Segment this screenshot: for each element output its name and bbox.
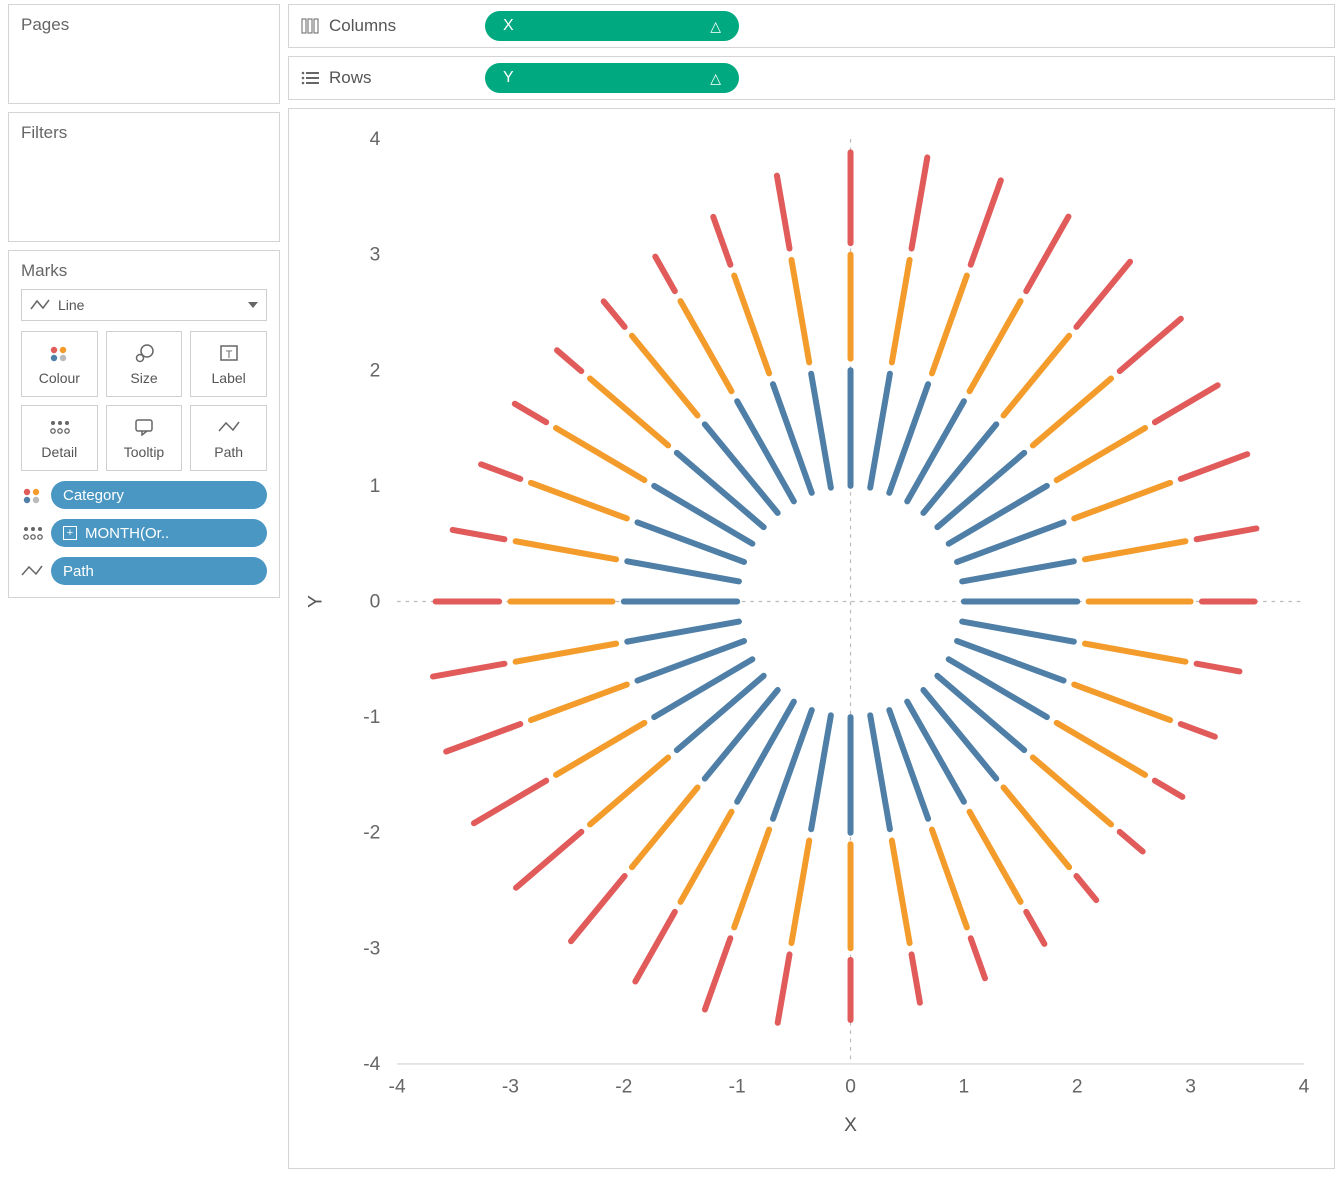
rows-pill-label: Y xyxy=(503,69,514,87)
svg-text:-4: -4 xyxy=(389,1077,406,1098)
visualization-area[interactable]: -4 -3 -2 -1 0 1 2 3 4 -4 -3 -2 -1 0 1 2 3 4 X Y xyxy=(288,108,1335,1169)
rows-pill[interactable]: Y △ xyxy=(485,63,739,93)
svg-text:-2: -2 xyxy=(363,823,380,844)
svg-text:3: 3 xyxy=(370,245,381,266)
columns-label: Columns xyxy=(329,16,396,36)
detail-icon xyxy=(21,525,43,541)
chevron-down-icon xyxy=(248,302,258,308)
marks-pill-label: MONTH(Or.. xyxy=(85,525,169,542)
mark-path-button[interactable]: Path xyxy=(190,405,267,471)
plus-icon: + xyxy=(63,526,77,540)
svg-text:-1: -1 xyxy=(729,1077,746,1098)
marks-pill[interactable]: + MONTH(Or.. xyxy=(51,519,267,547)
svg-text:-4: -4 xyxy=(363,1054,380,1075)
filters-shelf[interactable]: Filters xyxy=(8,112,280,242)
svg-text:-2: -2 xyxy=(615,1077,632,1098)
svg-text:-3: -3 xyxy=(502,1077,519,1098)
marks-pill[interactable]: Path xyxy=(51,557,267,585)
rows-icon xyxy=(301,71,319,85)
svg-text:-3: -3 xyxy=(363,938,380,959)
svg-text:X: X xyxy=(844,1115,857,1136)
delta-icon: △ xyxy=(710,18,721,35)
rows-shelf[interactable]: Rows Y △ xyxy=(288,56,1335,100)
pages-title: Pages xyxy=(21,15,267,35)
svg-text:T: T xyxy=(225,349,232,361)
detail-icon xyxy=(48,416,70,438)
columns-shelf[interactable]: Columns X △ xyxy=(288,4,1335,48)
marks-card: Marks Line Colour Size T Label Detail Tooltip… xyxy=(8,250,280,598)
svg-text:4: 4 xyxy=(370,129,381,150)
filters-title: Filters xyxy=(21,123,267,143)
mark-button-label: Detail xyxy=(41,444,77,460)
mark-type-select[interactable]: Line xyxy=(21,289,267,321)
mark-button-label: Path xyxy=(214,444,243,460)
svg-text:0: 0 xyxy=(370,591,381,612)
rows-label: Rows xyxy=(329,68,372,88)
svg-text:4: 4 xyxy=(1299,1077,1310,1098)
marks-pill-row: Path xyxy=(21,557,267,585)
path-icon xyxy=(21,564,43,578)
svg-text:1: 1 xyxy=(959,1077,970,1098)
svg-text:0: 0 xyxy=(845,1077,856,1098)
mark-detail-button[interactable]: Detail xyxy=(21,405,98,471)
label-icon: T xyxy=(219,342,239,364)
chart-svg: -4 -3 -2 -1 0 1 2 3 4 -4 -3 -2 -1 0 1 2 3 4 X Y xyxy=(295,115,1328,1148)
line-icon xyxy=(30,298,50,312)
mark-button-label: Colour xyxy=(39,370,80,386)
pages-shelf[interactable]: Pages xyxy=(8,4,280,104)
svg-text:2: 2 xyxy=(1072,1077,1083,1098)
mark-button-label: Size xyxy=(130,370,157,386)
colour-icon xyxy=(21,486,43,504)
marks-pill-label: Path xyxy=(63,563,94,580)
marks-pill-row: + MONTH(Or.. xyxy=(21,519,267,547)
mark-button-label: Tooltip xyxy=(124,444,164,460)
marks-pill-row: Category xyxy=(21,481,267,509)
marks-pill-label: Category xyxy=(63,487,124,504)
marks-pill[interactable]: Category xyxy=(51,481,267,509)
mark-button-label: Label xyxy=(212,370,246,386)
mark-label-button[interactable]: T Label xyxy=(190,331,267,397)
mark-tooltip-button[interactable]: Tooltip xyxy=(106,405,183,471)
colour-icon xyxy=(48,342,70,364)
svg-text:2: 2 xyxy=(370,360,381,381)
columns-icon xyxy=(301,18,319,34)
svg-text:3: 3 xyxy=(1185,1077,1196,1098)
delta-icon: △ xyxy=(710,70,721,87)
columns-pill-label: X xyxy=(503,17,514,35)
size-icon xyxy=(133,342,155,364)
mark-size-button[interactable]: Size xyxy=(106,331,183,397)
columns-pill[interactable]: X △ xyxy=(485,11,739,41)
marks-title: Marks xyxy=(21,261,267,281)
svg-text:Y: Y xyxy=(305,595,326,608)
svg-text:1: 1 xyxy=(370,476,381,497)
path-icon xyxy=(218,416,240,438)
mark-colour-button[interactable]: Colour xyxy=(21,331,98,397)
tooltip-icon xyxy=(134,416,154,438)
mark-type-label: Line xyxy=(58,297,84,313)
svg-text:-1: -1 xyxy=(363,707,380,728)
